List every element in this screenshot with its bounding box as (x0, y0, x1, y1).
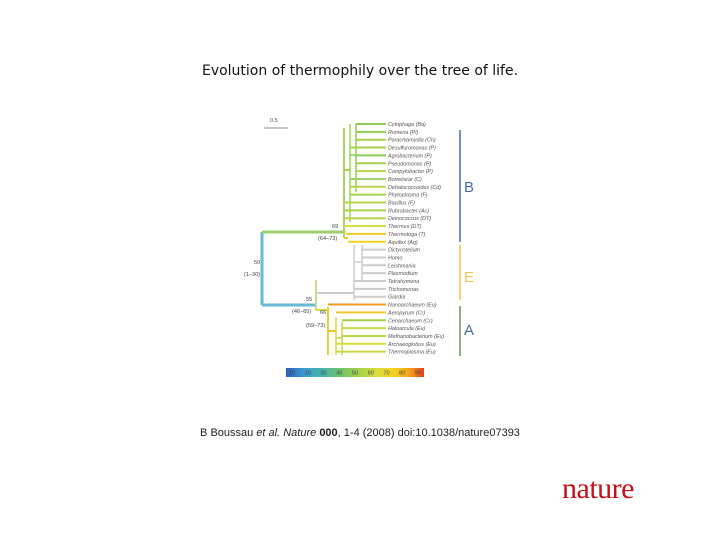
taxon-label: Dehalococcoides (Cd) (388, 185, 441, 191)
taxon-label: Nanoarchaeum (Eu) (388, 303, 437, 309)
colorbar-tick-labels: 10 20 30 40 50 60 70 80 90 (289, 371, 421, 377)
colorbar-tick-label: 20 (305, 371, 311, 377)
taxon-label: Cenarchaeum (Cr) (388, 318, 433, 324)
taxon-label: Homo (388, 255, 402, 261)
taxon-label: Rumeria (Pl) (388, 130, 418, 136)
nature-logo: nature (562, 472, 634, 505)
taxon-label: Borrelia/ar (C) (388, 177, 422, 183)
citation-rest: , 1-4 (2008) doi:10.1038/nature07393 (337, 427, 520, 439)
bacteria-subtree (343, 124, 357, 239)
node-label-bacteria-range: (64–73) (318, 236, 337, 242)
taxon-label: Leishmania (388, 263, 416, 269)
colorbar-tick-label: 40 (336, 371, 342, 377)
citation-journal: Nature (280, 427, 320, 439)
taxon-label: Tetrahymena (388, 279, 419, 285)
citation-authors: B Boussau (200, 427, 257, 439)
slide-title: Evolution of thermophily over the tree o… (201, 63, 519, 79)
temperature-colorbar (286, 368, 424, 377)
taxon-label: Plasmodium (388, 271, 418, 277)
taxon-label: Haloarcula (Eu) (388, 326, 426, 332)
colorbar-tick-label: 60 (368, 371, 374, 377)
taxon-label: Trichomonas (388, 287, 419, 293)
node-label-root-support: 50 (254, 260, 260, 266)
taxon-label: Bacillus (F) (388, 201, 415, 207)
taxon-label: Phytoplasma (F) (388, 193, 428, 199)
citation-etal: et al. (256, 427, 281, 439)
node-label-crenarchaea-support: 66 (320, 310, 326, 316)
taxon-label: Thermotoga (T) (388, 232, 426, 238)
taxon-label: Dictyostelium (388, 248, 421, 254)
taxon-label: Cytophaga (Ba) (388, 122, 426, 128)
taxon-label: Thermoplasma (Eu) (388, 350, 436, 356)
colorbar-tick-label: 10 (289, 371, 295, 377)
taxon-label: Methanobacterium (Eu) (388, 334, 445, 340)
taxon-label: Rubrobacter (Ac) (388, 208, 429, 214)
taxon-label: Giardia (388, 295, 405, 301)
taxon-label: Archaeoglobus (Eu) (387, 342, 436, 348)
taxon-label: Aquifex (Aq) (387, 240, 418, 246)
taxon-label: Pseudomonas (P) (388, 161, 431, 167)
node-label-crenarchaea-range: (59–73) (306, 323, 325, 329)
taxon-label: Desulfuromonas (P) (388, 146, 436, 152)
taxon-label: Aeropyrum (Cr) (387, 310, 425, 316)
eukarya-subtree (315, 245, 363, 310)
node-label-root-range: (1–30) (244, 272, 260, 278)
scale-bar-label: 0.5 (270, 118, 278, 124)
taxon-label: Thermus (DT) (388, 224, 422, 230)
taxon-label: Agrobacterium (P) (387, 153, 432, 159)
citation: B Boussau et al. Nature 000, 1-4 (2008) … (0, 427, 720, 439)
node-label-archaea-support: 55 (306, 297, 312, 303)
colorbar-tick-label: 90 (415, 371, 421, 377)
citation-volume: 000 (319, 427, 338, 439)
colorbar-tick-label: 50 (352, 371, 358, 377)
domain-label-bacteria: B (464, 179, 474, 196)
colorbar-tick-label: 80 (399, 371, 405, 377)
taxon-label: Parachlamydia (Ch) (388, 138, 436, 144)
taxon-label: Deinococcus (DT) (388, 216, 431, 222)
taxa-group: Cytophaga (Ba) Rumeria (Pl) Parachlamydia … (328, 122, 445, 356)
domain-label-archaea: A (464, 322, 474, 339)
domain-label-eukarya: E (464, 269, 474, 286)
colorbar-tick-label: 30 (320, 371, 326, 377)
phylogenetic-tree-figure: 0.5 (236, 110, 486, 395)
node-label-archaea-range: (46–65) (292, 309, 311, 315)
colorbar-tick-label: 70 (383, 371, 389, 377)
taxon-label: Campylobacter (P) (388, 169, 433, 175)
tree-svg: 0.5 (244, 118, 474, 377)
node-label-bacteria-support: 69 (332, 224, 338, 230)
